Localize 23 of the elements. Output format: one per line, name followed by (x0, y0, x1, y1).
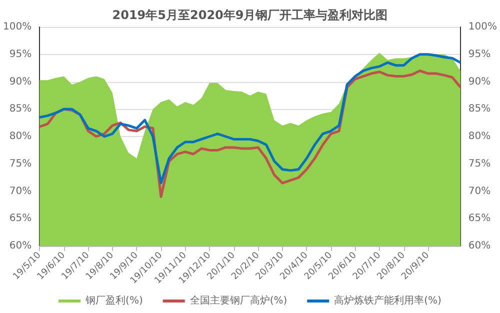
legend-label: 钢厂盈利(%) (84, 294, 143, 306)
y-tick-label: 80% (9, 131, 32, 142)
y-tick-label: 75% (9, 158, 32, 170)
y-tick-label: 100% (2, 22, 32, 32)
y2-tick-label: 75% (468, 158, 491, 170)
y2-tick-label: 95% (468, 48, 491, 60)
legend-label: 高炉炼铁产能利用率(%) (334, 294, 442, 306)
y-tick-label: 95% (9, 48, 32, 60)
legend-label: 全国主要钢厂高炉(%) (190, 294, 288, 306)
y-tick-label: 65% (9, 213, 32, 224)
y2-tick-label: 80% (468, 131, 491, 142)
y2-tick-label: 100% (468, 22, 498, 32)
y-tick-label: 85% (9, 104, 32, 115)
y-tick-label: 70% (9, 186, 32, 197)
y2-tick-label: 85% (468, 104, 491, 115)
line-series (38, 53, 462, 184)
y-tick-label: 90% (9, 76, 32, 88)
chart-title: 2019年5月至2020年9月钢厂开工率与盈利对比图 (112, 8, 388, 22)
y2-tick-label: 70% (468, 186, 491, 197)
y2-tick-label: 60% (468, 240, 491, 252)
y2-tick-label: 65% (468, 213, 491, 224)
y-tick-label: 60% (9, 240, 32, 252)
y2-tick-label: 90% (468, 76, 491, 88)
